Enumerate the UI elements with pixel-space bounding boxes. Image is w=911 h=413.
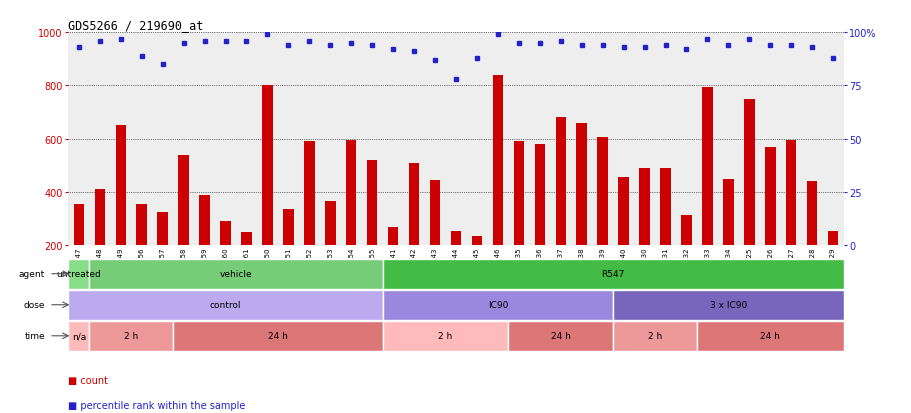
Bar bbox=[68, 321, 89, 351]
Bar bbox=[303, 142, 314, 299]
Text: dose: dose bbox=[24, 301, 45, 309]
Bar bbox=[383, 321, 507, 351]
Text: 3 x IC90: 3 x IC90 bbox=[709, 301, 746, 309]
Bar bbox=[722, 179, 732, 299]
Bar bbox=[89, 321, 173, 351]
Text: ■ percentile rank within the sample: ■ percentile rank within the sample bbox=[68, 400, 245, 410]
Bar bbox=[681, 215, 691, 299]
Bar bbox=[262, 86, 272, 299]
Text: ■ count: ■ count bbox=[68, 375, 108, 385]
Bar bbox=[785, 141, 795, 299]
Bar bbox=[597, 138, 608, 299]
Text: control: control bbox=[210, 301, 241, 309]
Bar bbox=[179, 155, 189, 299]
Bar bbox=[612, 321, 696, 351]
Bar bbox=[618, 178, 629, 299]
Bar bbox=[173, 321, 383, 351]
Bar bbox=[696, 321, 843, 351]
Bar bbox=[408, 163, 419, 299]
Bar bbox=[507, 321, 612, 351]
Bar bbox=[639, 169, 650, 299]
Bar bbox=[743, 100, 753, 299]
Bar bbox=[345, 141, 356, 299]
Bar bbox=[241, 233, 251, 299]
Bar bbox=[701, 88, 711, 299]
Bar bbox=[366, 161, 377, 299]
Bar bbox=[116, 126, 126, 299]
Text: vehicle: vehicle bbox=[220, 270, 252, 278]
Bar bbox=[513, 142, 524, 299]
Bar bbox=[660, 169, 670, 299]
Bar bbox=[68, 259, 89, 289]
Bar bbox=[450, 231, 461, 299]
Bar bbox=[471, 236, 482, 299]
Bar bbox=[137, 204, 147, 299]
Bar bbox=[492, 76, 503, 299]
Text: R547: R547 bbox=[600, 270, 624, 278]
Text: IC90: IC90 bbox=[487, 301, 507, 309]
Text: 24 h: 24 h bbox=[760, 332, 779, 340]
Bar bbox=[576, 123, 587, 299]
Bar bbox=[383, 259, 843, 289]
Text: 24 h: 24 h bbox=[550, 332, 570, 340]
Bar bbox=[324, 202, 335, 299]
Bar bbox=[200, 195, 210, 299]
Bar bbox=[806, 182, 816, 299]
Text: 2 h: 2 h bbox=[438, 332, 452, 340]
Bar bbox=[827, 231, 837, 299]
Bar bbox=[534, 145, 545, 299]
Text: 2 h: 2 h bbox=[647, 332, 661, 340]
Bar bbox=[89, 259, 383, 289]
Bar bbox=[220, 222, 230, 299]
Text: 2 h: 2 h bbox=[124, 332, 138, 340]
Bar bbox=[95, 190, 105, 299]
Bar bbox=[282, 210, 293, 299]
Text: untreated: untreated bbox=[56, 270, 101, 278]
Bar bbox=[387, 227, 398, 299]
Text: GDS5266 / 219690_at: GDS5266 / 219690_at bbox=[68, 19, 203, 32]
Bar bbox=[764, 147, 774, 299]
Bar bbox=[383, 290, 612, 320]
Bar bbox=[612, 290, 843, 320]
Text: 24 h: 24 h bbox=[268, 332, 288, 340]
Bar bbox=[555, 118, 566, 299]
Bar bbox=[68, 290, 383, 320]
Text: time: time bbox=[25, 332, 45, 340]
Text: agent: agent bbox=[19, 270, 45, 278]
Bar bbox=[158, 213, 168, 299]
Bar bbox=[74, 204, 84, 299]
Bar bbox=[429, 180, 440, 299]
Text: n/a: n/a bbox=[72, 332, 86, 340]
